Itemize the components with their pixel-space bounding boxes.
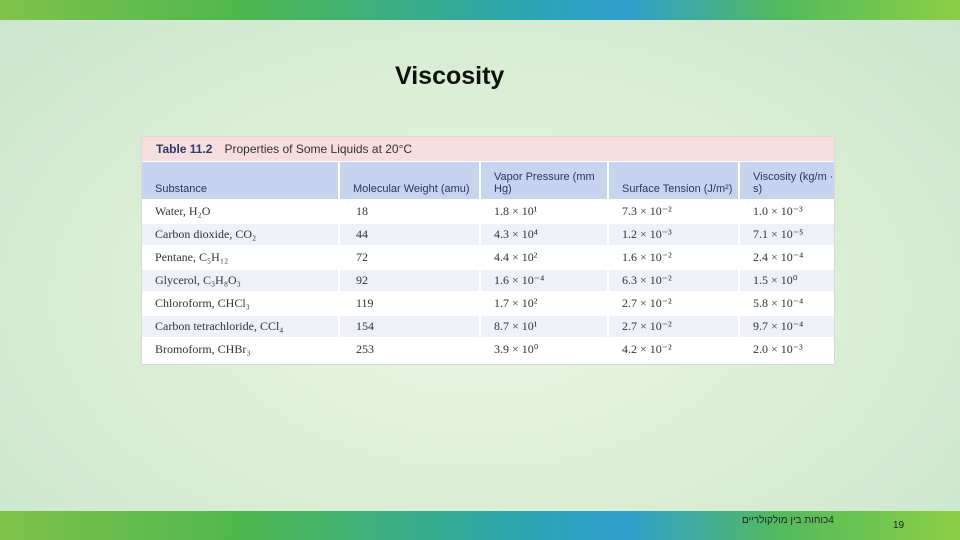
cell-viscosity: 2.4 × 10⁻⁴ [739, 245, 834, 269]
cell-molecular-weight: 119 [339, 291, 481, 315]
cell-surface-tension: 1.2 × 10⁻³ [608, 222, 740, 246]
table-caption-title: Properties of Some Liquids at 20°C [224, 142, 413, 156]
header-substance: Substance [142, 162, 340, 200]
table-caption: Table 11.2 Properties of Some Liquids at… [142, 137, 834, 162]
cell-vapor-pressure: 1.8 × 10¹ [480, 199, 609, 223]
header-molecular-weight: Molecular Weight (amu) [339, 162, 481, 200]
cell-substance: Water, H₂O [142, 199, 340, 223]
table-row: Water, H₂O 18 1.8 × 10¹ 7.3 × 10⁻² 1.0 ×… [142, 199, 834, 223]
cell-vapor-pressure: 1.7 × 10² [480, 291, 609, 315]
cell-surface-tension: 6.3 × 10⁻² [608, 268, 740, 292]
header-vapor-pressure: Vapor Pressure (mm Hg) [480, 162, 609, 200]
cell-substance: Glycerol, C₃H₈O₃ [142, 268, 340, 292]
cell-viscosity: 9.7 × 10⁻⁴ [739, 314, 834, 338]
cell-viscosity: 5.8 × 10⁻⁴ [739, 291, 834, 315]
data-table: Substance Molecular Weight (amu) Vapor P… [142, 162, 834, 360]
table-caption-number: Table 11.2 [156, 142, 213, 156]
table-row: Glycerol, C₃H₈O₃ 92 1.6 × 10⁻⁴ 6.3 × 10⁻… [142, 268, 834, 292]
header-viscosity: Viscosity (kg/m · s) [739, 162, 834, 200]
cell-surface-tension: 2.7 × 10⁻² [608, 291, 740, 315]
table-row: Bromoform, CHBr₃ 253 3.9 × 10⁰ 4.2 × 10⁻… [142, 337, 834, 360]
cell-molecular-weight: 253 [339, 337, 481, 360]
cell-substance: Pentane, C₅H₁₂ [142, 245, 340, 269]
cell-viscosity: 1.5 × 10⁰ [739, 268, 834, 292]
cell-substance: Carbon tetrachloride, CCl₄ [142, 314, 340, 338]
cell-substance: Carbon dioxide, CO₂ [142, 222, 340, 246]
table-row: Carbon dioxide, CO₂ 44 4.3 × 10⁴ 1.2 × 1… [142, 222, 834, 246]
cell-viscosity: 2.0 × 10⁻³ [739, 337, 834, 360]
cell-molecular-weight: 44 [339, 222, 481, 246]
cell-vapor-pressure: 4.3 × 10⁴ [480, 222, 609, 246]
table-row: Carbon tetrachloride, CCl₄ 154 8.7 × 10¹… [142, 314, 834, 338]
cell-vapor-pressure: 8.7 × 10¹ [480, 314, 609, 338]
cell-surface-tension: 4.2 × 10⁻² [608, 337, 740, 360]
cell-viscosity: 7.1 × 10⁻⁵ [739, 222, 834, 246]
cell-viscosity: 1.0 × 10⁻³ [739, 199, 834, 223]
cell-molecular-weight: 154 [339, 314, 481, 338]
cell-molecular-weight: 72 [339, 245, 481, 269]
table-row: Pentane, C₅H₁₂ 72 4.4 × 10² 1.6 × 10⁻² 2… [142, 245, 834, 269]
top-gradient-bar [0, 0, 960, 20]
cell-surface-tension: 7.3 × 10⁻² [608, 199, 740, 223]
cell-substance: Chloroform, CHCl₃ [142, 291, 340, 315]
header-surface-tension: Surface Tension (J/m²) [608, 162, 740, 200]
properties-table: Table 11.2 Properties of Some Liquids at… [141, 136, 835, 365]
slide-title: Viscosity [395, 62, 505, 90]
cell-molecular-weight: 92 [339, 268, 481, 292]
cell-surface-tension: 2.7 × 10⁻² [608, 314, 740, 338]
cell-molecular-weight: 18 [339, 199, 481, 223]
table-row: Chloroform, CHCl₃ 119 1.7 × 10² 2.7 × 10… [142, 291, 834, 315]
bottom-gradient-bar [0, 511, 960, 540]
cell-vapor-pressure: 1.6 × 10⁻⁴ [480, 268, 609, 292]
cell-substance: Bromoform, CHBr₃ [142, 337, 340, 360]
table-header-row: Substance Molecular Weight (amu) Vapor P… [142, 162, 834, 200]
cell-vapor-pressure: 3.9 × 10⁰ [480, 337, 609, 360]
page-number: 19 [893, 520, 905, 531]
cell-surface-tension: 1.6 × 10⁻² [608, 245, 740, 269]
cell-vapor-pressure: 4.4 × 10² [480, 245, 609, 269]
footer-text: 4כוחות בין מולקולריים [742, 515, 834, 526]
